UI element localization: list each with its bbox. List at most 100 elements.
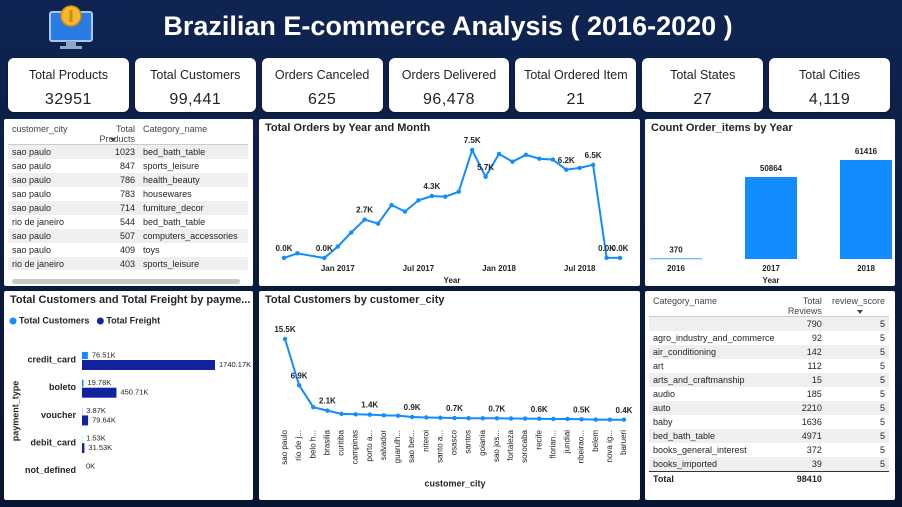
y-tick-label: voucher [41, 410, 77, 420]
data-label: 7.5K [464, 136, 481, 145]
table-cell: books_imported [649, 457, 779, 472]
table-cell: 142 [778, 345, 826, 359]
kpi-value: 96,478 [423, 91, 475, 108]
table-cell: 5 [879, 333, 885, 343]
table-cell: bed_bath_table [143, 217, 206, 227]
table-cell: 5 [879, 445, 885, 455]
data-point [604, 255, 609, 260]
sort-arrow [109, 138, 116, 142]
header: Brazilian E-commerce Analysis ( 2016-202… [49, 5, 733, 49]
table-cell: rio de janeiro [12, 217, 65, 227]
y-axis-title: payment_type [10, 381, 20, 442]
table-cell: 544 [120, 217, 136, 227]
table-cell: sao paulo [8, 229, 81, 243]
x-tick-label: jundiai [563, 430, 572, 454]
x-tick-label: Jan 2017 [321, 264, 355, 273]
y-tick-label: debit_card [30, 437, 76, 447]
table-cell [649, 316, 779, 331]
data-point [621, 417, 627, 422]
data-point [590, 162, 596, 167]
data-label: 1.53K [86, 434, 106, 443]
data-label: 4.3K [423, 182, 440, 191]
data-point [339, 411, 344, 417]
data-point [443, 194, 448, 199]
table-cell: baby [653, 417, 673, 427]
table-cell: audio [653, 389, 676, 399]
data-table: customer_city Total Products Category_name… [8, 122, 248, 270]
chart-title: Total Customers by customer_city [265, 294, 445, 306]
table-row: air_conditioning 142 5 [649, 345, 889, 359]
bar [745, 177, 797, 259]
reviews-panel: Category_name Total Reviews review_score 79… [645, 291, 895, 500]
payment-panel: Total Customers and Total Freight by pay… [4, 291, 253, 500]
data-point [281, 255, 287, 261]
legend-label: Total Freight [106, 315, 160, 325]
data-point [424, 415, 429, 420]
data-label: 0.7K [446, 404, 463, 413]
data-label: 2.1K [319, 397, 336, 406]
x-tick-label: niteroi [421, 430, 430, 452]
table-cell: sports_leisure [139, 257, 248, 270]
bar [82, 415, 89, 426]
table-row: sao paulo 783 housewares [8, 187, 248, 201]
x-tick-label: ribeirao... [577, 430, 586, 463]
column-header: review_score [825, 294, 889, 317]
x-tick-label: brasilia [322, 429, 331, 455]
chart-title: Total Customers and Total Freight by pay… [10, 294, 250, 306]
table-cell: 5 [825, 345, 889, 359]
x-tick-label: osasco [450, 429, 459, 455]
kpi-value: 27 [693, 91, 713, 108]
table-cell: 786 [80, 173, 140, 187]
kpi-card: Orders Delivered 96,478 [388, 58, 510, 112]
table-cell: sao paulo [8, 144, 81, 159]
data-point [523, 152, 529, 157]
kpi-label: Total Customers [150, 68, 241, 82]
table-cell: arts_and_craftmanship [649, 373, 779, 387]
table-cell: agro_industry_and_commerce [653, 333, 775, 343]
x-tick-label: Jul 2017 [403, 264, 435, 273]
data-label: 0.5K [573, 405, 590, 414]
table-row: audio 185 5 [649, 387, 889, 401]
data-point [375, 221, 381, 226]
table-cell: rio de janeiro [8, 257, 81, 270]
x-tick-label: santos [464, 430, 473, 454]
kpi-row: Total Products 32951 Total Customers 99,441… [8, 58, 891, 112]
x-tick-label: 2016 [667, 264, 685, 273]
column-header: Total Products [80, 122, 140, 145]
x-axis-title: Year [763, 276, 780, 285]
data-line [283, 147, 621, 260]
data-point [429, 193, 435, 199]
kpi-card: Total States 27 [642, 58, 764, 112]
table-cell: furniture_decor [139, 201, 248, 215]
data-label: 450.71K [120, 388, 148, 397]
data-point [335, 244, 340, 249]
table-cell [825, 471, 889, 486]
data-label: 0.0K [612, 244, 629, 253]
table-row: sao paulo 1023 bed_bath_table [8, 144, 248, 159]
data-point [550, 157, 555, 162]
table-head: Category_name Total Reviews review_score [649, 294, 889, 317]
column-header: Category_name [139, 122, 248, 145]
data-point [577, 165, 582, 171]
table-cell: toys [143, 245, 160, 255]
table-cell: 507 [80, 229, 140, 243]
table-cell: 372 [806, 445, 822, 455]
table-cell: 185 [806, 389, 822, 399]
data-point [522, 416, 528, 421]
data-label: 6.5K [585, 151, 602, 160]
x-tick-label: recife [534, 429, 543, 449]
kpi-value: 4,119 [808, 91, 851, 108]
data-label: 0.0K [598, 244, 615, 253]
total-label: Total [649, 471, 779, 486]
bar [82, 443, 85, 454]
dashboard-title: Brazilian E-commerce Analysis ( 2016-202… [163, 11, 732, 41]
monitor-icon [49, 5, 93, 49]
table-cell: computers_accessories [139, 229, 248, 243]
table-body: 790 5 agro_industry_and_commerce 92 5 air_con… [649, 316, 889, 486]
total-value: 98410 [778, 471, 826, 486]
data-point [508, 416, 514, 421]
table-row: books_imported 39 5 [649, 457, 889, 472]
data-point [438, 415, 443, 420]
